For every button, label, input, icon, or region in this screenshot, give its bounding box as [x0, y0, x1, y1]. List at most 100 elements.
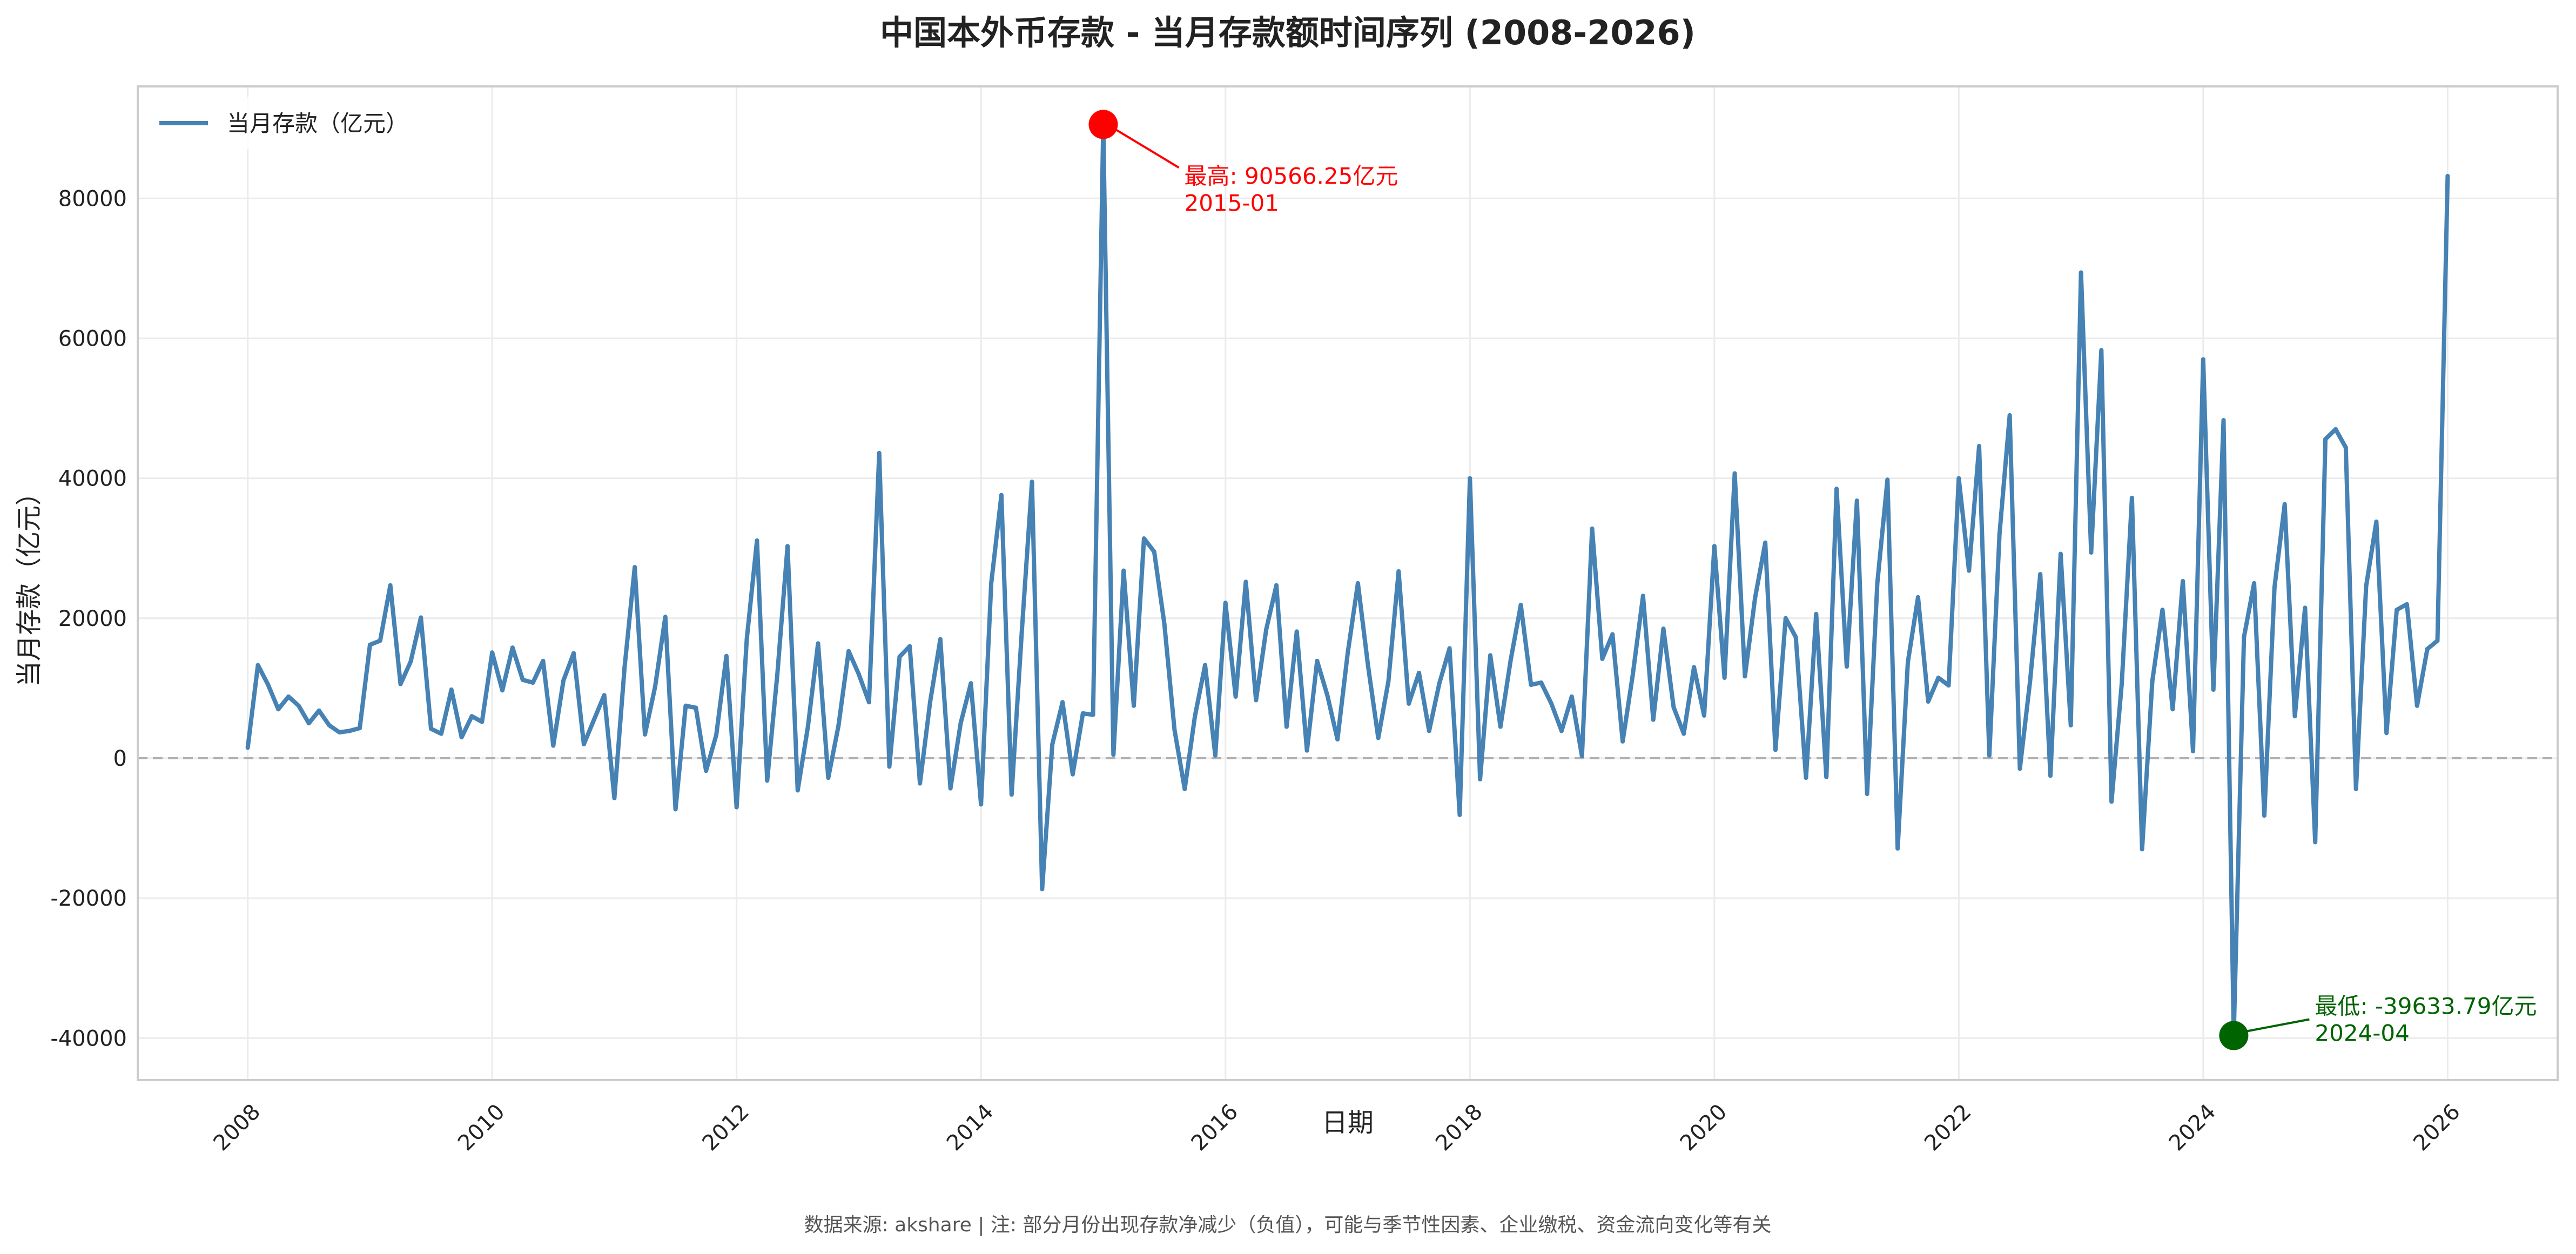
y-tick-label: 20000	[58, 606, 127, 631]
data-point	[1182, 786, 1187, 791]
data-point	[317, 708, 321, 713]
data-point	[367, 643, 372, 648]
data-point	[2038, 572, 2043, 577]
data-point	[266, 682, 271, 687]
data-point	[551, 743, 556, 748]
data-point	[2079, 270, 2083, 275]
data-point	[1416, 670, 1421, 675]
data-point	[2170, 707, 2175, 712]
data-point	[1315, 658, 1320, 663]
data-point	[805, 724, 810, 729]
data-point	[1539, 680, 1544, 685]
data-point	[1407, 701, 1411, 706]
data-point	[633, 565, 637, 570]
data-point	[1498, 724, 1503, 729]
data-point	[836, 724, 841, 729]
x-axis-label: 日期	[1322, 1108, 1374, 1138]
data-point	[775, 672, 780, 677]
data-point	[2303, 605, 2308, 610]
data-point	[276, 707, 281, 712]
data-point	[1793, 635, 1798, 639]
data-point	[419, 615, 423, 620]
data-point	[826, 776, 831, 780]
data-point	[1019, 630, 1024, 635]
data-point	[1722, 675, 1727, 680]
data-point	[724, 653, 729, 658]
x-tick-label: 2014	[942, 1100, 999, 1156]
data-point	[1987, 753, 1992, 758]
x-tick-label: 2026	[2409, 1100, 2465, 1156]
data-point	[1529, 682, 1534, 687]
data-point	[1906, 660, 1911, 665]
data-point	[2181, 579, 2185, 584]
data-point	[1009, 792, 1014, 797]
data-point	[602, 693, 607, 698]
data-point	[1824, 774, 1829, 779]
data-point	[296, 703, 301, 708]
data-point	[1977, 444, 1982, 449]
data-point	[1610, 632, 1615, 637]
data-point	[856, 672, 861, 677]
data-point	[979, 802, 984, 807]
data-point	[490, 650, 495, 655]
data-point	[1376, 736, 1381, 740]
data-point	[663, 615, 668, 619]
data-point	[1335, 737, 1340, 741]
data-point	[2119, 682, 2124, 686]
data-point	[2364, 584, 2369, 589]
data-point	[1661, 626, 1666, 631]
grid	[138, 86, 2558, 1080]
data-point	[255, 663, 260, 668]
min-annotation-arrow	[2247, 1018, 2310, 1033]
data-point	[429, 726, 434, 731]
data-point	[1508, 658, 1513, 663]
data-point	[1437, 681, 1442, 686]
data-point	[2109, 799, 2114, 804]
data-point	[1814, 612, 1819, 617]
data-point	[1651, 717, 1656, 722]
data-point	[866, 700, 871, 705]
data-point	[2150, 679, 2155, 684]
data-point	[1152, 549, 1156, 554]
data-point	[591, 717, 596, 722]
data-point	[927, 700, 932, 705]
data-point	[897, 655, 902, 659]
min-point-marker	[2219, 1021, 2249, 1050]
data-point	[1569, 694, 1574, 699]
series-points	[245, 122, 2450, 1038]
data-point	[1640, 594, 1645, 598]
chart-title: 中国本外币存款 - 当月存款额时间序列 (2008-2026)	[880, 13, 1696, 52]
data-point	[1457, 812, 1462, 817]
data-point	[612, 795, 617, 800]
data-point	[1936, 675, 1941, 680]
data-point	[1946, 683, 1951, 688]
data-point	[1926, 699, 1931, 704]
data-point	[2323, 437, 2328, 442]
data-point	[541, 658, 546, 663]
data-point	[2190, 749, 2195, 753]
data-point	[1121, 568, 1126, 573]
x-tick-label: 2024	[2164, 1100, 2221, 1156]
data-point	[1620, 739, 1625, 744]
data-point	[1396, 569, 1401, 574]
data-point	[1692, 665, 1697, 670]
data-point	[2089, 550, 2094, 555]
data-point	[1783, 616, 1788, 621]
data-point	[1773, 747, 1778, 752]
x-tick-label: 2022	[1920, 1100, 1976, 1156]
data-point	[704, 768, 709, 773]
data-point	[500, 688, 505, 693]
data-point	[734, 805, 739, 810]
data-point	[1712, 544, 1717, 549]
data-point	[398, 682, 403, 686]
data-point	[2282, 502, 2287, 507]
data-point	[408, 659, 413, 664]
data-point	[1854, 498, 1859, 503]
data-point	[2028, 679, 2033, 684]
data-point	[2099, 348, 2104, 353]
data-point	[1366, 663, 1370, 668]
data-point	[2068, 723, 2073, 728]
data-point	[1865, 792, 1869, 797]
x-tick-label: 2020	[1676, 1100, 1732, 1156]
